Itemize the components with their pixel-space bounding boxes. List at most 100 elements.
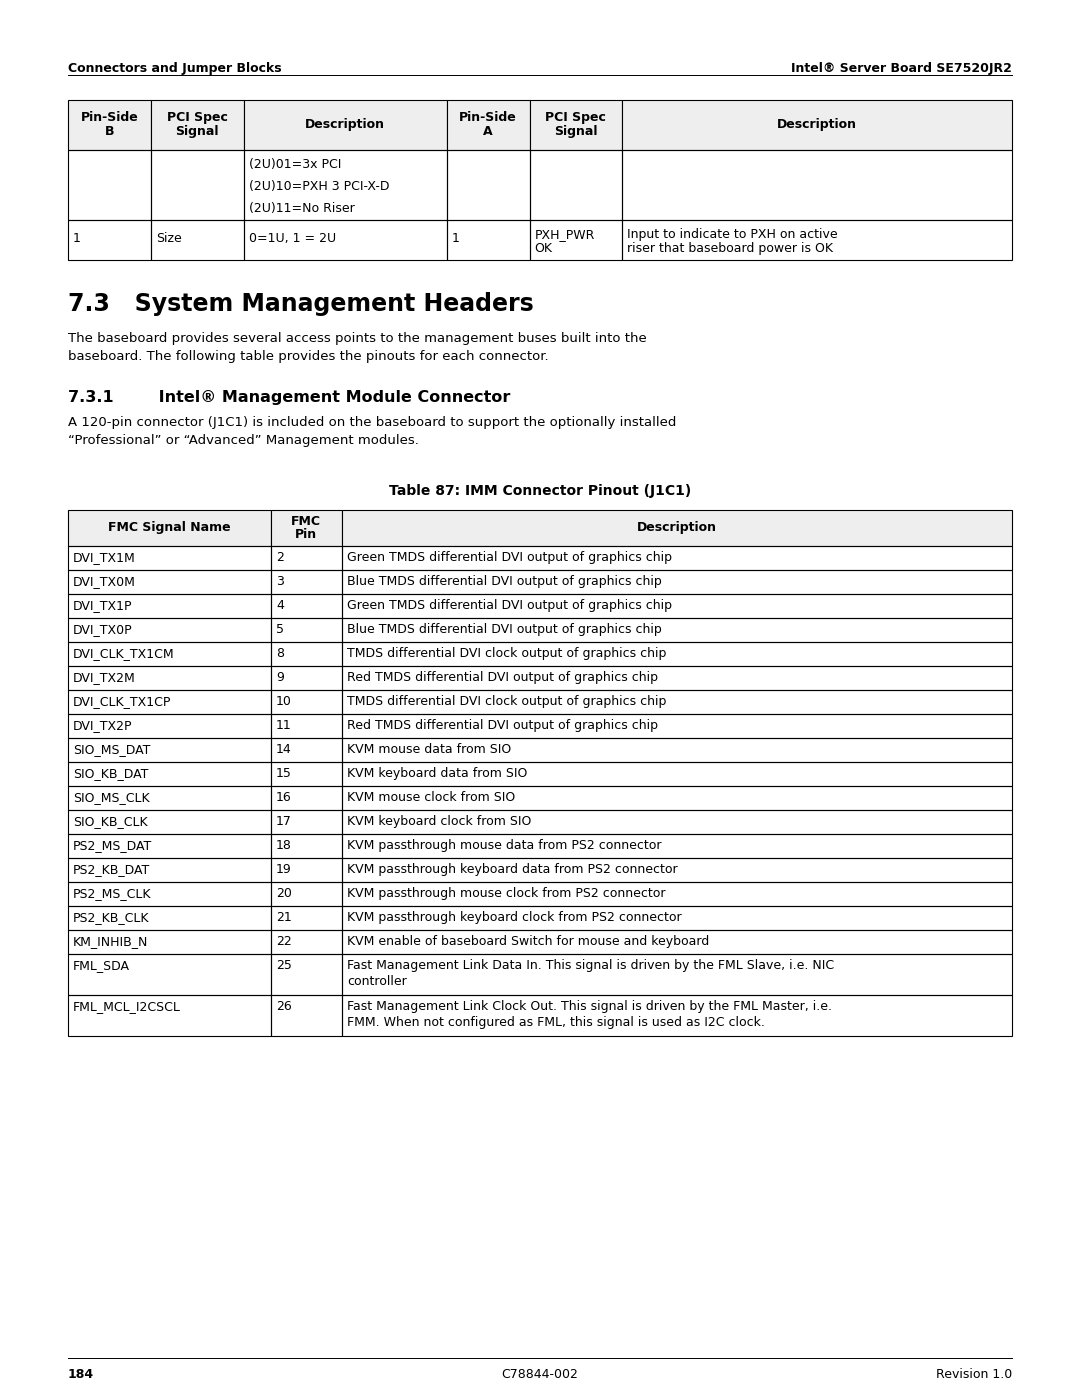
Text: Pin-Side: Pin-Side — [459, 110, 517, 124]
Text: FML_SDA: FML_SDA — [73, 958, 130, 972]
Bar — [271, 617, 341, 643]
Text: OK: OK — [535, 242, 553, 256]
Bar — [271, 834, 341, 858]
Bar — [341, 690, 1012, 714]
Bar — [68, 594, 271, 617]
Bar — [151, 101, 244, 149]
Bar — [341, 714, 1012, 738]
Bar — [244, 101, 446, 149]
Text: KVM passthrough mouse data from PS2 connector: KVM passthrough mouse data from PS2 conn… — [347, 840, 661, 852]
Text: SIO_KB_DAT: SIO_KB_DAT — [73, 767, 148, 780]
Text: 5: 5 — [276, 623, 284, 636]
Bar — [68, 787, 271, 810]
Bar — [341, 510, 1012, 546]
Bar — [271, 643, 341, 666]
Text: Blue TMDS differential DVI output of graphics chip: Blue TMDS differential DVI output of gra… — [347, 576, 662, 588]
Bar — [271, 907, 341, 930]
Text: 22: 22 — [276, 935, 292, 949]
Text: 1: 1 — [73, 232, 81, 244]
Text: 20: 20 — [276, 887, 292, 900]
Text: PS2_MS_DAT: PS2_MS_DAT — [73, 840, 152, 852]
Text: KVM passthrough keyboard clock from PS2 connector: KVM passthrough keyboard clock from PS2 … — [347, 911, 681, 923]
Bar — [68, 546, 271, 570]
Text: 15: 15 — [276, 767, 292, 780]
Text: FMC Signal Name: FMC Signal Name — [108, 521, 231, 535]
Bar — [341, 787, 1012, 810]
Text: 7.3   System Management Headers: 7.3 System Management Headers — [68, 292, 534, 316]
Text: 7.3.1        Intel® Management Module Connector: 7.3.1 Intel® Management Module Connector — [68, 390, 511, 405]
Text: DVI_TX1P: DVI_TX1P — [73, 599, 133, 612]
Text: 10: 10 — [276, 694, 292, 708]
Bar — [68, 690, 271, 714]
Bar — [446, 219, 529, 260]
Text: Signal: Signal — [554, 124, 597, 138]
Bar — [68, 882, 271, 907]
Text: Table 87: IMM Connector Pinout (J1C1): Table 87: IMM Connector Pinout (J1C1) — [389, 483, 691, 497]
Bar — [68, 858, 271, 882]
Text: TMDS differential DVI clock output of graphics chip: TMDS differential DVI clock output of gr… — [347, 694, 666, 708]
Bar — [446, 149, 529, 219]
Text: KVM passthrough mouse clock from PS2 connector: KVM passthrough mouse clock from PS2 con… — [347, 887, 665, 900]
Text: 0=1U, 1 = 2U: 0=1U, 1 = 2U — [248, 232, 336, 244]
Bar — [68, 761, 271, 787]
Bar — [529, 101, 622, 149]
Text: Green TMDS differential DVI output of graphics chip: Green TMDS differential DVI output of gr… — [347, 599, 672, 612]
Text: Pin-Side: Pin-Side — [81, 110, 138, 124]
Text: B: B — [105, 124, 114, 138]
Bar — [68, 617, 271, 643]
Text: KVM mouse data from SIO: KVM mouse data from SIO — [347, 743, 511, 756]
Bar — [341, 882, 1012, 907]
Bar — [271, 690, 341, 714]
Bar — [341, 995, 1012, 1037]
Bar — [68, 219, 151, 260]
Text: DVI_TX1M: DVI_TX1M — [73, 550, 136, 564]
Bar — [271, 546, 341, 570]
Bar — [341, 954, 1012, 995]
Text: The baseboard provides several access points to the management buses built into : The baseboard provides several access po… — [68, 332, 647, 345]
Text: 4: 4 — [276, 599, 284, 612]
Text: 14: 14 — [276, 743, 292, 756]
Text: A 120-pin connector (J1C1) is included on the baseboard to support the optionall: A 120-pin connector (J1C1) is included o… — [68, 416, 676, 429]
Text: controller: controller — [347, 975, 406, 988]
Text: 9: 9 — [276, 671, 284, 685]
Bar — [271, 666, 341, 690]
Text: Blue TMDS differential DVI output of graphics chip: Blue TMDS differential DVI output of gra… — [347, 623, 662, 636]
Text: 184: 184 — [68, 1368, 94, 1382]
Bar — [271, 882, 341, 907]
Bar — [529, 219, 622, 260]
Bar — [68, 149, 151, 219]
Bar — [68, 930, 271, 954]
Text: Pin: Pin — [295, 528, 318, 541]
Bar — [68, 510, 271, 546]
Bar — [622, 219, 1012, 260]
Text: Input to indicate to PXH on active: Input to indicate to PXH on active — [627, 228, 838, 242]
Text: 18: 18 — [276, 840, 292, 852]
Text: 3: 3 — [276, 576, 284, 588]
Bar — [341, 810, 1012, 834]
Bar — [244, 149, 446, 219]
Text: baseboard. The following table provides the pinouts for each connector.: baseboard. The following table provides … — [68, 351, 549, 363]
Text: DVI_TX0P: DVI_TX0P — [73, 623, 133, 636]
Text: Description: Description — [305, 117, 386, 131]
Text: 11: 11 — [276, 719, 292, 732]
Bar — [341, 546, 1012, 570]
Text: Green TMDS differential DVI output of graphics chip: Green TMDS differential DVI output of gr… — [347, 550, 672, 564]
Bar — [529, 149, 622, 219]
Text: DVI_CLK_TX1CP: DVI_CLK_TX1CP — [73, 694, 172, 708]
Text: DVI_CLK_TX1CM: DVI_CLK_TX1CM — [73, 647, 175, 659]
Text: SIO_KB_CLK: SIO_KB_CLK — [73, 814, 148, 828]
Bar — [341, 907, 1012, 930]
Text: Signal: Signal — [176, 124, 219, 138]
Bar — [341, 617, 1012, 643]
Bar — [271, 930, 341, 954]
Text: FMC: FMC — [292, 515, 322, 528]
Text: C78844-002: C78844-002 — [501, 1368, 579, 1382]
Text: FMM. When not configured as FML, this signal is used as I2C clock.: FMM. When not configured as FML, this si… — [347, 1016, 765, 1030]
Text: KVM keyboard clock from SIO: KVM keyboard clock from SIO — [347, 814, 531, 828]
Text: PS2_MS_CLK: PS2_MS_CLK — [73, 887, 151, 900]
Text: TMDS differential DVI clock output of graphics chip: TMDS differential DVI clock output of gr… — [347, 647, 666, 659]
Text: KM_INHIB_N: KM_INHIB_N — [73, 935, 148, 949]
Bar — [341, 666, 1012, 690]
Text: Description: Description — [637, 521, 717, 535]
Text: Fast Management Link Data In. This signal is driven by the FML Slave, i.e. NIC: Fast Management Link Data In. This signa… — [347, 958, 834, 972]
